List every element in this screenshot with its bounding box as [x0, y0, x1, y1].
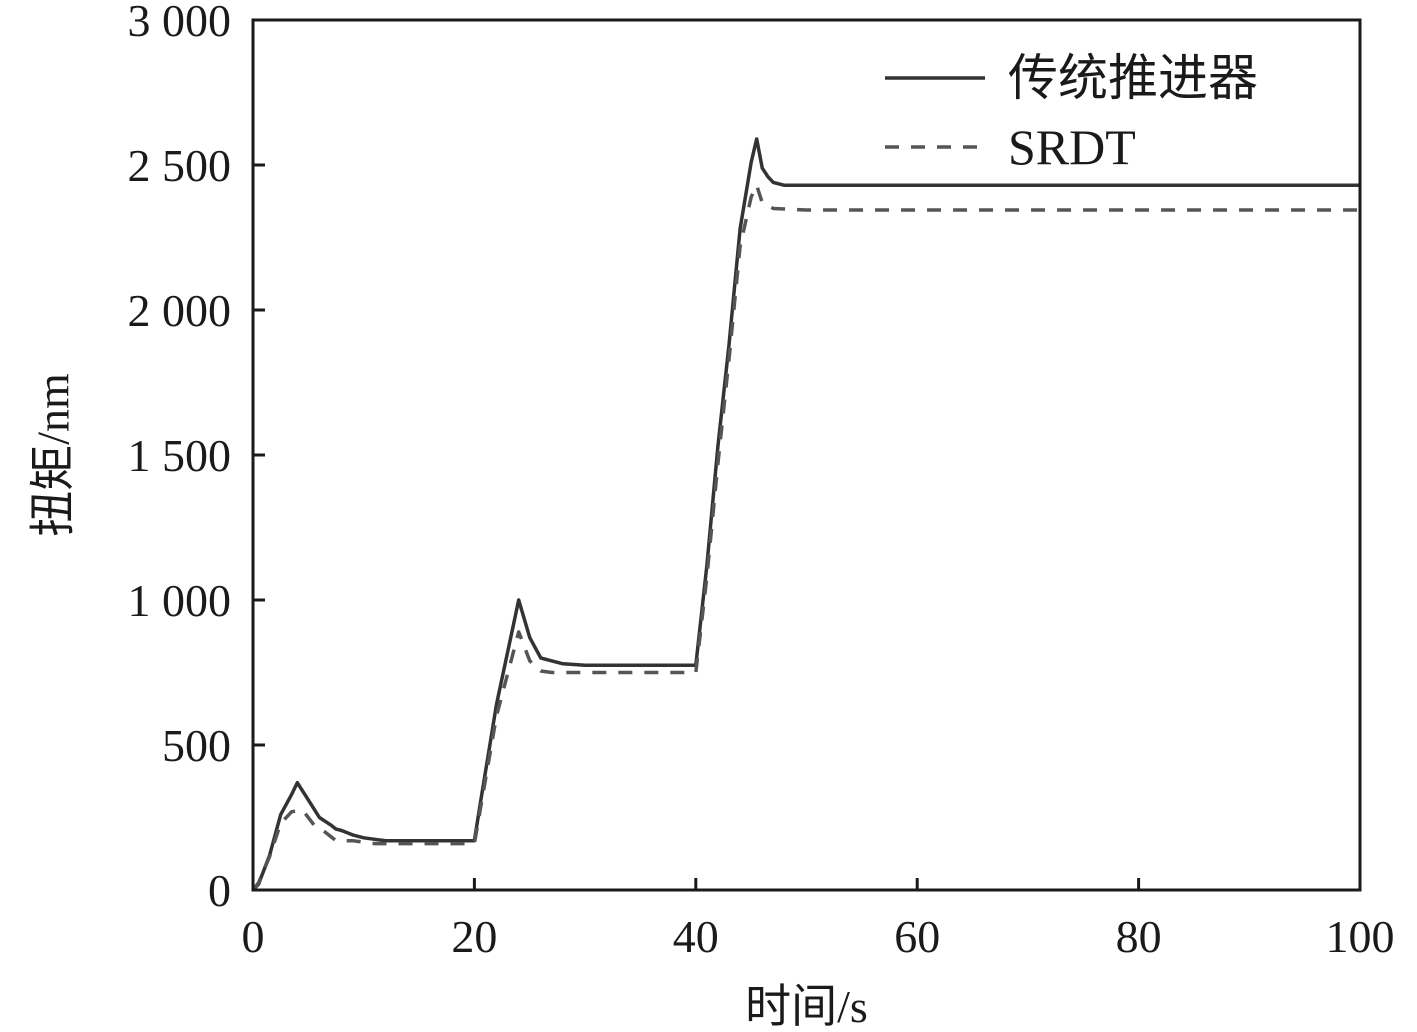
x-tick-label: 80 — [1116, 911, 1162, 962]
x-tick-label: 60 — [894, 911, 940, 962]
legend-label-traditional-thruster: 传统推进器 — [1008, 50, 1258, 106]
x-tick-label: 0 — [242, 911, 265, 962]
y-tick-label: 500 — [162, 720, 231, 771]
series-line-srdt — [251, 183, 1360, 892]
y-tick-label: 1 500 — [128, 430, 232, 481]
y-tick-label: 0 — [208, 865, 231, 916]
legend: 传统推进器 SRDT — [885, 50, 1258, 175]
y-axis-label: 扭矩/nm — [28, 373, 79, 537]
x-tick-label: 40 — [673, 911, 719, 962]
ticks-layer — [251, 18, 1362, 892]
y-tick-label: 2 000 — [128, 285, 232, 336]
legend-label-srdt: SRDT — [1008, 119, 1136, 175]
x-axis-label: 时间/s — [745, 981, 868, 1032]
plot-frame — [251, 18, 1362, 892]
series-layer — [251, 137, 1360, 892]
y-tick-label: 1 000 — [128, 575, 232, 626]
series-line-traditional-thruster — [251, 137, 1360, 892]
y-tick-label: 3 000 — [128, 0, 232, 46]
x-tick-label: 100 — [1326, 911, 1395, 962]
y-tick-label: 2 500 — [128, 140, 232, 191]
x-tick-label: 20 — [451, 911, 497, 962]
